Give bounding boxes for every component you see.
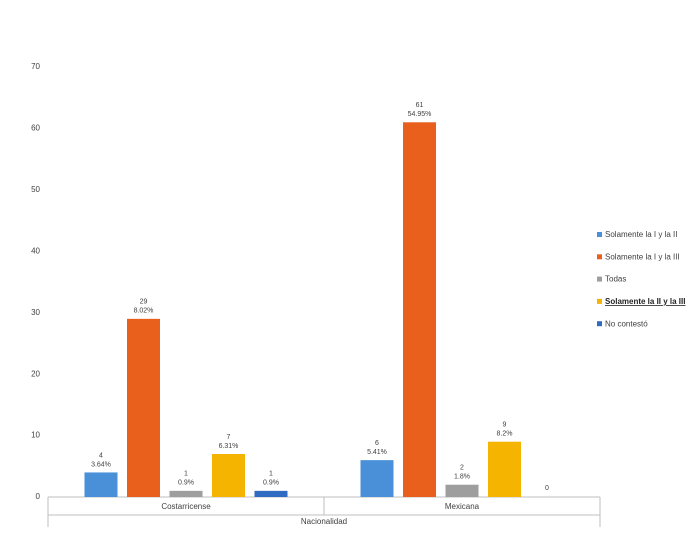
y-tick-label: 10 [31, 431, 40, 440]
value-label: 1 [269, 471, 273, 478]
percent-label: 8.2% [497, 431, 513, 438]
bar [84, 472, 118, 497]
bar [254, 490, 288, 497]
value-label: 29 [140, 299, 148, 306]
x-axis-label: Nacionalidad [301, 517, 347, 526]
bar [212, 454, 245, 497]
percent-label: 5.41% [367, 449, 387, 456]
value-label: 0 [545, 485, 549, 492]
percent-label: 0.9% [263, 480, 279, 487]
legend-label: Todas [605, 275, 626, 284]
percent-label: 54.95% [408, 111, 432, 118]
percent-label: 8.02% [134, 308, 154, 315]
bar [403, 122, 436, 498]
bar [169, 490, 203, 497]
legend-label: Solamente la II y la III [605, 297, 685, 306]
value-label: 61 [416, 102, 424, 109]
value-label: 7 [227, 434, 231, 441]
legend-swatch [597, 321, 602, 327]
value-label: 9 [503, 422, 507, 429]
percent-label: 3.64% [91, 461, 111, 468]
percent-label: 6.31% [219, 443, 239, 450]
value-label: 4 [99, 452, 103, 459]
y-tick-label: 50 [31, 185, 40, 194]
legend-swatch [597, 254, 602, 260]
bar [127, 318, 160, 497]
bar [445, 484, 479, 497]
y-tick-label: 30 [31, 308, 40, 317]
y-tick-label: 40 [31, 246, 40, 255]
value-label: 6 [375, 440, 379, 447]
legend-swatch [597, 232, 602, 237]
x-tick-label: Costarricense [161, 502, 211, 511]
y-tick-label: 70 [31, 62, 40, 71]
y-tick-label: 60 [31, 124, 40, 133]
legend-label: Solamente la I y la II [605, 230, 677, 239]
legend-swatch [597, 276, 602, 282]
percent-label: 0.9% [178, 480, 194, 487]
percent-label: 1.8% [454, 474, 470, 481]
x-tick-label: Mexicana [445, 502, 480, 511]
value-label: 1 [184, 471, 188, 478]
legend-label: No contestó [605, 319, 648, 328]
bar [488, 441, 521, 497]
y-tick-label: 0 [36, 492, 41, 501]
legend-swatch [597, 298, 602, 304]
value-label: 2 [460, 465, 464, 472]
bar [360, 460, 394, 497]
legend-label: Solamente la I y la III [605, 252, 680, 261]
y-tick-label: 20 [31, 369, 40, 378]
